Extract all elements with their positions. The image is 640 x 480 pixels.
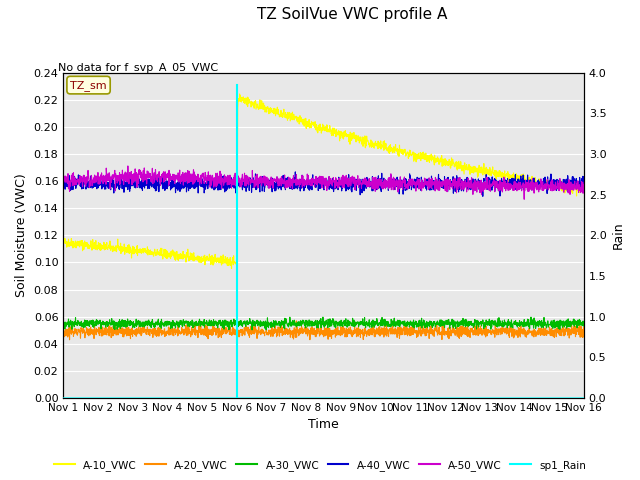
Y-axis label: Soil Moisture (VWC): Soil Moisture (VWC): [15, 173, 28, 297]
Text: TZ_sm: TZ_sm: [70, 80, 107, 91]
X-axis label: Time: Time: [308, 419, 339, 432]
Y-axis label: Rain: Rain: [612, 222, 625, 249]
Text: TZ SoilVue VWC profile A: TZ SoilVue VWC profile A: [257, 7, 447, 22]
Legend: A-10_VWC, A-20_VWC, A-30_VWC, A-40_VWC, A-50_VWC, sp1_Rain: A-10_VWC, A-20_VWC, A-30_VWC, A-40_VWC, …: [50, 456, 590, 475]
Text: No data for f_svp_A_05_VWC: No data for f_svp_A_05_VWC: [58, 62, 218, 72]
